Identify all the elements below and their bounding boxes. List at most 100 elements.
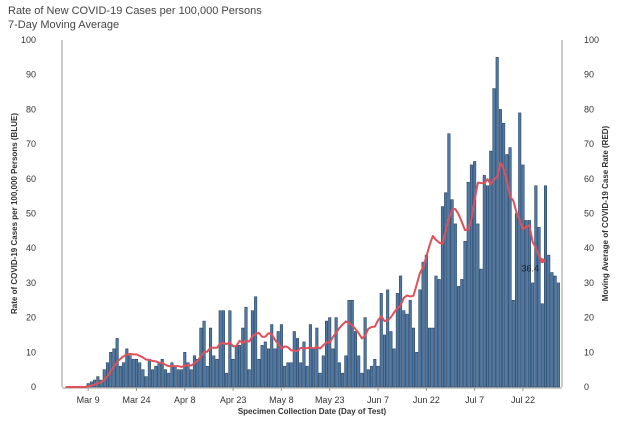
right-y-tick-label: 30 bbox=[584, 278, 594, 288]
right-y-axis-title: Moving Average of COVID-19 Case Rate (RE… bbox=[601, 125, 610, 301]
daily-rate-bar bbox=[453, 223, 457, 388]
daily-rate-bar bbox=[192, 355, 196, 388]
daily-rate-bar bbox=[460, 279, 464, 388]
daily-rate-bar bbox=[173, 365, 177, 388]
daily-rate-bar bbox=[334, 317, 338, 388]
daily-rate-bar bbox=[234, 345, 238, 388]
daily-rate-bar bbox=[147, 358, 151, 388]
daily-rate-bar bbox=[131, 358, 135, 388]
daily-rate-bar bbox=[337, 362, 341, 388]
daily-rate-bar bbox=[376, 365, 380, 388]
daily-rate-bar bbox=[260, 345, 264, 388]
daily-rate-bar bbox=[157, 362, 161, 388]
daily-rate-bar bbox=[537, 227, 541, 388]
right-y-tick-label: 80 bbox=[584, 104, 594, 114]
daily-rate-bar bbox=[205, 365, 209, 388]
moving-average-series: 36.4 bbox=[65, 161, 545, 388]
daily-rate-bar bbox=[395, 293, 399, 388]
moving-average-endpoint bbox=[539, 258, 545, 264]
daily-rate-bar bbox=[241, 327, 245, 388]
daily-rate-bar bbox=[382, 334, 386, 388]
daily-rate-bar bbox=[270, 324, 274, 388]
right-y-tick-label: 90 bbox=[584, 70, 594, 80]
daily-rate-bar bbox=[134, 358, 138, 388]
daily-rate-bar bbox=[279, 324, 283, 388]
daily-rate-bar bbox=[408, 300, 412, 388]
right-y-tick-label: 40 bbox=[584, 243, 594, 253]
daily-rate-bar bbox=[267, 348, 271, 388]
x-tick-label: Jun 22 bbox=[413, 395, 440, 405]
x-tick-label: Apr 23 bbox=[220, 395, 247, 405]
daily-rate-bar bbox=[508, 147, 512, 388]
daily-rate-bar bbox=[118, 365, 122, 388]
daily-rate-bar bbox=[257, 358, 261, 388]
daily-rate-bar bbox=[218, 310, 222, 388]
daily-rate-bar bbox=[283, 365, 287, 388]
daily-rate-bar bbox=[450, 199, 454, 388]
daily-rate-bar bbox=[447, 133, 451, 388]
daily-rate-bar bbox=[209, 327, 213, 388]
axis-labels: 0 0 10 10 20 20 30 30 40 40 50 50 60 60 70 70 80 80 90 90 10… bbox=[10, 35, 610, 416]
left-y-tick-label: 20 bbox=[26, 313, 36, 323]
daily-rate-bar bbox=[125, 348, 129, 388]
x-tick-label: Mar 24 bbox=[122, 395, 150, 405]
daily-rate-bar bbox=[411, 327, 415, 388]
chart-title: Rate of New COVID-19 Cases per 100,000 P… bbox=[8, 5, 262, 17]
x-tick-label: Jul 7 bbox=[465, 395, 484, 405]
daily-rate-bar bbox=[518, 112, 522, 388]
daily-rate-bar bbox=[183, 352, 187, 388]
daily-rate-bar bbox=[495, 57, 499, 388]
daily-rate-bar bbox=[292, 331, 296, 388]
daily-rate-bar bbox=[399, 275, 403, 388]
daily-rate-bar bbox=[315, 327, 319, 388]
daily-rate-bar bbox=[524, 220, 528, 388]
daily-rate-bar bbox=[547, 254, 551, 388]
right-y-tick-label: 20 bbox=[584, 313, 594, 323]
right-y-tick-label: 100 bbox=[584, 35, 599, 45]
daily-rate-bar bbox=[228, 310, 232, 388]
daily-rate-bar bbox=[463, 241, 467, 388]
daily-rate-bar bbox=[544, 185, 548, 388]
x-axis-title: Specimen Collection Date (Day of Test) bbox=[238, 407, 387, 416]
daily-rate-bar bbox=[476, 223, 480, 388]
daily-rate-bar bbox=[479, 268, 483, 388]
daily-rate-bar bbox=[556, 282, 560, 388]
daily-rate-bar bbox=[360, 372, 364, 388]
daily-rate-bar bbox=[299, 362, 303, 388]
moving-average-last-value-label: 36.4 bbox=[522, 264, 540, 274]
x-tick-label: Mar 9 bbox=[77, 395, 100, 405]
daily-rate-bar bbox=[366, 369, 370, 388]
daily-rate-bar bbox=[473, 161, 477, 388]
daily-rate-bar bbox=[440, 206, 444, 388]
daily-rate-bar bbox=[540, 303, 544, 388]
daily-rate-bar bbox=[263, 341, 267, 388]
daily-rate-bar bbox=[180, 369, 184, 388]
daily-rate-bar bbox=[379, 293, 383, 388]
chart-subtitle: 7-Day Moving Average bbox=[8, 19, 120, 31]
daily-rate-bar bbox=[189, 369, 193, 388]
daily-rate-bar bbox=[231, 358, 235, 388]
daily-rate-bar bbox=[363, 317, 367, 388]
daily-rate-bar bbox=[254, 296, 258, 388]
left-y-tick-label: 70 bbox=[26, 139, 36, 149]
daily-rate-bar bbox=[353, 331, 357, 388]
daily-rate-bar bbox=[296, 338, 300, 388]
daily-rate-bar bbox=[505, 154, 509, 388]
daily-rate-bar bbox=[273, 348, 277, 388]
daily-rate-bar bbox=[324, 320, 328, 388]
left-y-tick-label: 50 bbox=[26, 209, 36, 219]
daily-rate-bar bbox=[437, 279, 441, 388]
daily-rate-bar bbox=[421, 261, 425, 388]
daily-rate-bar bbox=[321, 355, 325, 388]
chart-title-block: Rate of New COVID-19 Cases per 100,000 P… bbox=[8, 4, 262, 32]
daily-rate-bar bbox=[305, 365, 309, 388]
daily-rate-bar bbox=[163, 369, 167, 388]
daily-rate-bar bbox=[225, 372, 229, 388]
left-y-tick-label: 100 bbox=[21, 35, 36, 45]
right-y-tick-label: 10 bbox=[584, 347, 594, 357]
axes-layer bbox=[61, 40, 563, 391]
daily-rate-bar bbox=[286, 362, 290, 388]
daily-rate-bar bbox=[434, 275, 438, 388]
daily-rate-bar bbox=[521, 164, 525, 388]
daily-rate-bar bbox=[389, 331, 393, 388]
